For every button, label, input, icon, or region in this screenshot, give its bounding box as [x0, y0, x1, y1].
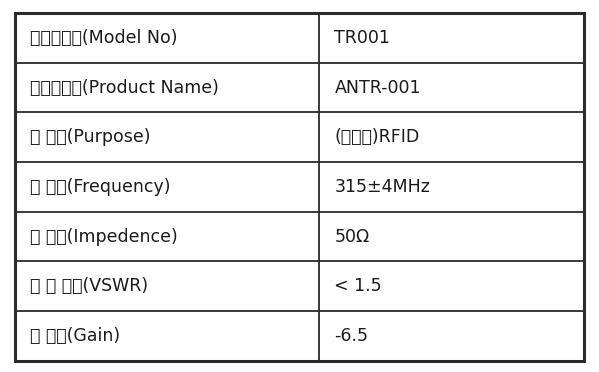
Text: 阻 抗：(Impedence): 阻 抗：(Impedence) — [30, 228, 178, 246]
Text: < 1.5: < 1.5 — [334, 277, 382, 295]
Text: 用 途：(Purpose): 用 途：(Purpose) — [30, 128, 150, 146]
Text: TR001: TR001 — [334, 29, 391, 47]
Text: -6.5: -6.5 — [334, 327, 368, 345]
Text: 315±4MHz: 315±4MHz — [334, 178, 430, 196]
Text: ANTR-001: ANTR-001 — [334, 78, 421, 97]
Text: 產品編號：(Model No): 產品編號：(Model No) — [30, 29, 177, 47]
Text: 產品名稱：(Product Name): 產品名稱：(Product Name) — [30, 78, 219, 97]
Text: 增 益：(Gain): 增 益：(Gain) — [30, 327, 120, 345]
Text: (相框型)RFID: (相框型)RFID — [334, 128, 420, 146]
Text: 駐 波 比：(VSWR): 駐 波 比：(VSWR) — [30, 277, 148, 295]
Text: 50Ω: 50Ω — [334, 228, 370, 246]
Text: 頻 率：(Frequency): 頻 率：(Frequency) — [30, 178, 171, 196]
